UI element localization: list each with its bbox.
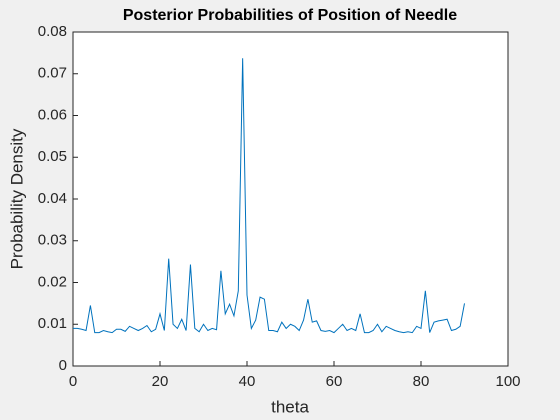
data-line xyxy=(73,58,465,334)
x-axis-label: theta xyxy=(271,397,309,416)
y-tick-label: 0 xyxy=(59,357,67,374)
x-tick-label: 80 xyxy=(413,373,430,390)
x-tick-label: 0 xyxy=(69,373,77,390)
x-tick-label: 60 xyxy=(326,373,343,390)
x-tick-label: 40 xyxy=(239,373,256,390)
y-tick-label: 0.03 xyxy=(38,232,67,249)
y-tick-label: 0.07 xyxy=(38,65,67,82)
x-tick-label: 100 xyxy=(495,373,520,390)
y-tick-label: 0.06 xyxy=(38,106,67,123)
y-tick-label: 0.08 xyxy=(38,23,67,40)
chart-title: Posterior Probabilities of Position of N… xyxy=(123,7,457,24)
y-tick-label: 0.01 xyxy=(38,315,67,332)
x-tick-label: 20 xyxy=(152,373,169,390)
y-axis-label: Probability Density xyxy=(7,128,26,269)
y-tick-label: 0.05 xyxy=(38,148,67,165)
y-tick-label: 0.02 xyxy=(38,273,67,290)
y-tick-label: 0.04 xyxy=(38,190,67,207)
plot-area xyxy=(72,31,509,367)
